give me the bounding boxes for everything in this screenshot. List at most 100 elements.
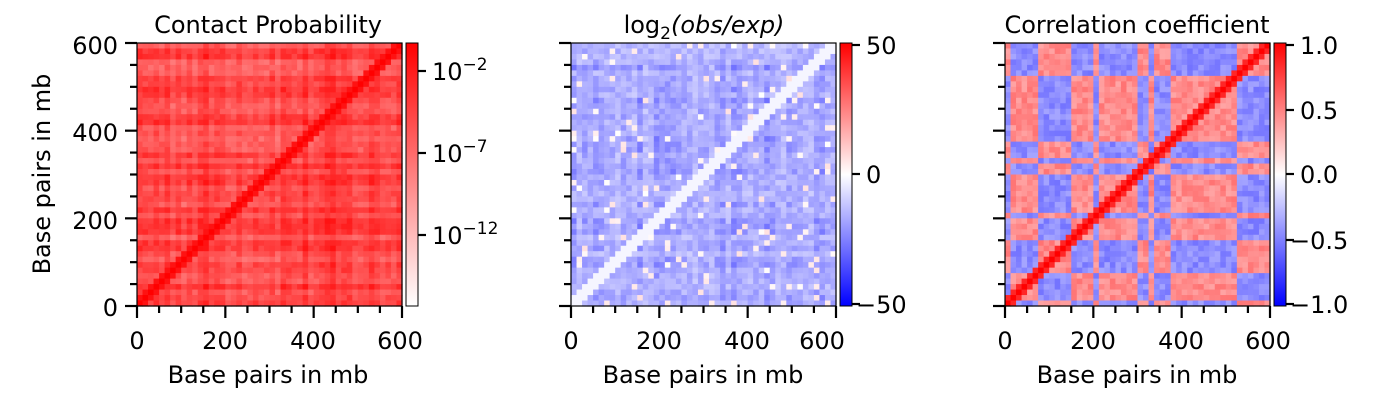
heatmap-cell [286, 174, 293, 181]
heatmap-cell [1098, 43, 1105, 50]
heatmap-cell [593, 278, 600, 285]
heatmap-cell [335, 59, 342, 66]
heatmap-cell [813, 64, 821, 71]
heatmap-cell [686, 267, 694, 274]
heatmap-cell [186, 201, 193, 208]
heatmap-cell [587, 86, 594, 93]
heatmap-cell [797, 240, 804, 247]
heatmap-cell [357, 136, 364, 143]
heatmap-cell [164, 218, 171, 225]
heatmap-cell [631, 114, 638, 121]
heatmap-cell [659, 103, 666, 110]
heatmap-cell [363, 245, 370, 252]
heatmap-cell [241, 108, 249, 115]
heatmap-cell [335, 201, 342, 208]
heatmap-cell [142, 262, 149, 269]
heatmap-cell [725, 169, 732, 176]
heatmap-cell [275, 207, 282, 214]
heatmap-cell [637, 114, 644, 121]
heatmap-cell [1126, 70, 1133, 77]
heatmap-cell [368, 136, 375, 143]
heatmap-cell [686, 86, 694, 93]
heatmap-cell [780, 262, 787, 269]
heatmap-cell [830, 300, 837, 307]
heatmap-cell [363, 201, 370, 208]
heatmap-cell [1060, 64, 1067, 71]
heatmap-cell [335, 174, 342, 181]
heatmap-cell [664, 43, 671, 50]
heatmap-cell [341, 207, 348, 214]
heatmap-cell [703, 300, 710, 307]
heatmap-cell [791, 125, 798, 132]
heatmap-cell [197, 174, 204, 181]
heatmap-cell [670, 240, 677, 247]
heatmap-cell [703, 201, 710, 208]
heatmap-cell [709, 75, 716, 82]
heatmap-cell [791, 108, 798, 115]
heatmap-cell [675, 234, 683, 241]
heatmap-cell [598, 75, 605, 82]
heatmap-cell [137, 119, 144, 126]
heatmap-cell [385, 273, 392, 280]
heatmap-cell [319, 267, 326, 274]
heatmap-cell [631, 53, 638, 61]
heatmap-cell [582, 218, 589, 225]
heatmap-cell [742, 92, 749, 99]
heatmap-cell [280, 86, 287, 93]
heatmap-cell [352, 174, 359, 181]
heatmap-cell [153, 92, 160, 99]
heatmap-cell [720, 53, 727, 61]
heatmap-cell [153, 81, 160, 88]
heatmap-cell [725, 284, 732, 291]
heatmap-cell [703, 130, 710, 137]
heatmap-cell [1264, 64, 1271, 71]
heatmap-cell [626, 201, 633, 208]
heatmap-cell [720, 174, 727, 181]
heatmap-cell [203, 251, 210, 258]
heatmap-cell [148, 201, 155, 208]
heatmap-cell [631, 179, 638, 187]
heatmap-cell [197, 284, 204, 291]
heatmap-cell [236, 48, 243, 55]
heatmap-cell [286, 53, 293, 61]
heatmap-cell [675, 108, 683, 115]
heatmap-cell [1082, 48, 1089, 55]
heatmap-cell [692, 130, 699, 137]
heatmap-cell [609, 300, 616, 307]
heatmap-cell [390, 256, 398, 263]
heatmap-cell [813, 103, 821, 110]
heatmap-cell [670, 284, 677, 291]
heatmap-cell [275, 256, 282, 263]
heatmap-cell [609, 251, 616, 258]
heatmap-cell [637, 256, 644, 263]
heatmap-cell [824, 251, 832, 258]
heatmap-cell [653, 234, 660, 241]
heatmap-cell [576, 64, 583, 71]
heatmap-cell [159, 147, 166, 154]
heatmap-cell [598, 59, 605, 66]
heatmap-cell [709, 43, 716, 50]
heatmap-cell [363, 267, 370, 274]
heatmap-cell [341, 125, 348, 132]
heatmap-cell [819, 240, 826, 247]
heatmap-cell [203, 119, 210, 126]
heatmap-cell [247, 196, 254, 203]
heatmap-cell [764, 108, 771, 115]
heatmap-cell [252, 158, 260, 165]
heatmap-cell [308, 273, 315, 280]
heatmap-cell [709, 92, 716, 99]
heatmap-cell [609, 43, 616, 50]
heatmap-cell [225, 185, 232, 192]
heatmap-cell [620, 256, 627, 263]
heatmap-cell [390, 295, 398, 302]
heatmap-cell [225, 70, 232, 77]
heatmap-cell [324, 245, 331, 252]
heatmap-cell [324, 81, 331, 88]
heatmap-cell [819, 262, 826, 269]
heatmap-cell [764, 262, 771, 269]
heatmap-cell [186, 223, 193, 230]
heatmap-cell [797, 59, 804, 66]
heatmap-cell [626, 108, 633, 115]
heatmap-cell [230, 240, 237, 247]
heatmap-cell [1126, 48, 1133, 55]
